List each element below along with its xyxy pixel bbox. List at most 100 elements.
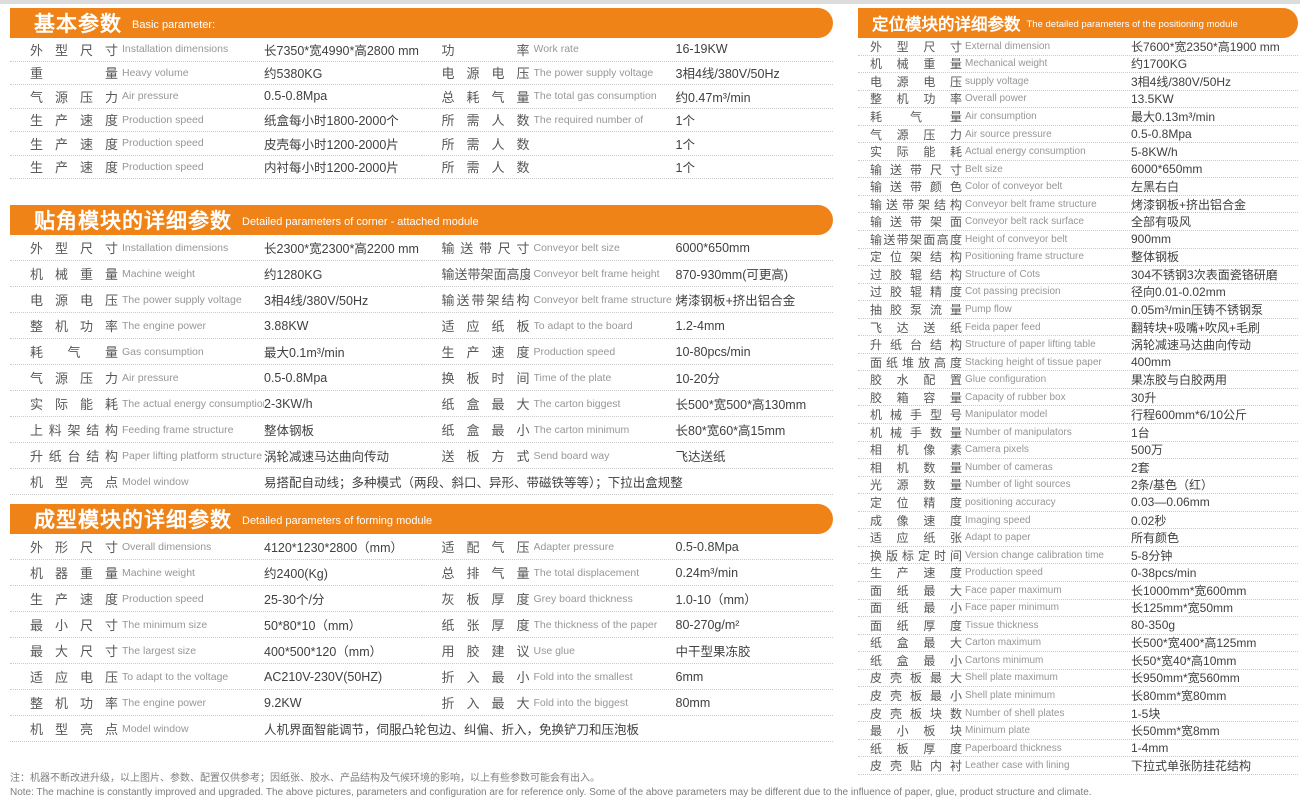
- table-row: 换板时间 Time of the plate 10-20分: [421, 365, 833, 391]
- param-label-en: The power supply voltage: [533, 66, 654, 79]
- param-value: 1.0-10（mm）: [675, 593, 757, 607]
- table-row: 生产速度 Production speed 内衬每小时1200-2000片: [10, 156, 422, 179]
- table-row: 光源数量 Number of light sources 2条/基色（红）: [858, 477, 1298, 495]
- param-label-cn: 输送带架面: [870, 215, 962, 230]
- param-label-cn: 胶箱容量: [870, 390, 962, 405]
- table-row: 灰板厚度 Grey board thickness 1.0-10（mm）: [421, 586, 833, 612]
- param-value: 400*500*120（mm）: [264, 645, 383, 659]
- param-label-cn: 电源电压: [441, 66, 530, 82]
- param-label-en: Conveyor belt rack surface: [965, 216, 1084, 228]
- param-value: 径向0.01-0.02mm: [1131, 285, 1226, 300]
- param-value: 30升: [1131, 390, 1157, 405]
- param-label-cn: 机械手型号: [870, 408, 962, 423]
- param-label-cn: 过胶辊精度: [870, 285, 962, 300]
- param-label-en: Adapt to paper: [965, 532, 1031, 544]
- param-label-en: Send board way: [533, 449, 610, 462]
- param-label-cn: 定位精度: [870, 496, 962, 510]
- section-forming-module: 成型模块的详细参数 Detailed parameters of forming…: [10, 504, 833, 742]
- param-label-en: Shell plate minimum: [965, 690, 1056, 701]
- param-label-cn: 重量: [30, 66, 118, 82]
- table-row: 电源电压 supply voltage 3相4线/380V/50Hz: [858, 73, 1298, 91]
- param-label-cn: 定位架结构: [870, 250, 962, 265]
- param-label-cn: 所需人数: [441, 160, 530, 176]
- param-label-en: Fold into the smallest: [533, 670, 633, 683]
- param-value: 4120*1230*2800（mm）: [264, 541, 403, 555]
- table-row: 面纸厚度 Tissue thickness 80-350g: [858, 617, 1298, 635]
- table-row: 气源压力 Air pressure 0.5-0.8Mpa: [10, 365, 422, 391]
- param-value: 0.02秒: [1131, 513, 1167, 528]
- table-row: 最小板块 Minimum plate 长50mm*宽8mm: [858, 722, 1298, 740]
- table-row: 实际能耗 The actual energy consumption 2-3KW/h: [10, 391, 422, 417]
- param-value: 5-8分钟: [1131, 548, 1173, 563]
- section-title-cn: 定位模块的详细参数: [872, 16, 1021, 34]
- param-label-en: The carton biggest: [533, 397, 621, 410]
- param-value: 长950mm*宽560mm: [1131, 671, 1240, 686]
- param-value: 最大0.1m³/min: [264, 346, 345, 360]
- table-row: 上料架结构 Feeding frame structure 整体钢板: [10, 417, 422, 443]
- param-label-en: Model window: [122, 475, 189, 488]
- table-row: 送板方式 Send board way 飞达送纸: [421, 443, 833, 469]
- param-label-en: Installation dimensions: [122, 43, 229, 56]
- left-column: 基本参数 Basic parameter: 外型尺寸 Installation d…: [10, 8, 833, 742]
- param-label-en: To adapt to the voltage: [122, 670, 229, 683]
- table-row: 最小尺寸 The minimum size 50*80*10（mm）: [10, 612, 422, 638]
- section-header-basic: 基本参数 Basic parameter:: [10, 8, 833, 38]
- table-row: 适配气压 Adapter pressure 0.5-0.8Mpa: [421, 534, 833, 560]
- corner-right-column: 输送带尺寸 Conveyor belt size 6000*650mm 输送带架面高度…: [421, 235, 833, 469]
- table-row: 输送带架面高度 Conveyor belt frame height 870-930…: [421, 261, 833, 287]
- footer-note-en: Note: The machine is constantly improved…: [10, 787, 1092, 798]
- param-label-en: The engine power: [122, 696, 207, 709]
- table-row: 纸板厚度 Paperboard thickness 1-4mm: [858, 740, 1298, 758]
- param-label-en: Cartons minimum: [965, 654, 1044, 666]
- section-title-en: Basic parameter:: [132, 19, 216, 31]
- param-label-cn: 面纸厚度: [870, 618, 962, 633]
- param-label-en: Leather case with lining: [965, 760, 1070, 772]
- param-label-cn: 整机功率: [30, 696, 118, 711]
- section-corner-module: 贴角模块的详细参数 Detailed parameters of corner …: [10, 205, 833, 495]
- table-row: 耗气量 Air consumption 最大0.13m³/min: [858, 108, 1298, 126]
- param-value: 所有颜色: [1131, 531, 1180, 546]
- param-label-cn: 皮壳贴内衬: [870, 759, 962, 774]
- param-value: 长80*宽60*高15mm: [675, 424, 786, 438]
- table-row: 用胶建议 Use glue 中干型果冻胶: [421, 638, 833, 664]
- param-label-en: The total gas consumption: [533, 90, 657, 103]
- param-label-en: Manipulator model: [965, 409, 1048, 421]
- param-value: 6mm: [675, 669, 704, 684]
- param-label-cn: 机械重量: [870, 57, 962, 72]
- param-label-en: External dimension: [965, 40, 1051, 52]
- param-label-en: Work rate: [533, 43, 579, 56]
- table-row: 耗气量 Gas consumption 最大0.1m³/min: [10, 339, 422, 365]
- param-label-en: Production speed: [965, 567, 1043, 579]
- param-label-cn: 输送带架面高度: [870, 232, 962, 247]
- param-value: 0.5-0.8Mpa: [1131, 127, 1192, 141]
- param-value: 皮壳每小时1200-2000片: [264, 137, 399, 152]
- section-title-cn: 贴角模块的详细参数: [34, 210, 232, 233]
- param-label-en: Air pressure: [122, 90, 179, 103]
- param-label-cn: 电源电压: [870, 74, 962, 89]
- table-row: 纸盒最大 Carton maximum 长500*宽400*高125mm: [858, 635, 1298, 653]
- forming-right-column: 适配气压 Adapter pressure 0.5-0.8Mpa 总排气量 The to…: [421, 534, 833, 716]
- param-label-en: Feeding frame structure: [122, 423, 234, 436]
- param-label-en: Conveyor belt size: [533, 241, 620, 254]
- section-header-positioning: 定位模块的详细参数 The detailed parameters of the…: [858, 8, 1298, 38]
- param-label-en: Installation dimensions: [122, 241, 229, 254]
- param-label-en: Face paper maximum: [965, 584, 1062, 596]
- param-label-en: Air pressure: [122, 371, 179, 384]
- param-value: 易搭配自动线；多种模式（两段、斜口、异形、带磁铁等等）；下拉出盒规整: [264, 476, 683, 490]
- param-value: 烤漆钢板+挤出铝合金: [1131, 197, 1247, 212]
- param-label-en: Minimum plate: [965, 725, 1031, 737]
- param-label-cn: 气源压力: [870, 127, 962, 142]
- table-row: 过胶辊精度 Cot passing precision 径向0.01-0.02mm: [858, 284, 1298, 302]
- param-label-en: Conveyor belt frame structure: [965, 198, 1097, 210]
- param-label-cn: 气源压力: [30, 89, 118, 105]
- param-label-en: supply voltage: [965, 75, 1029, 87]
- table-row: 电源电压 The power supply voltage 3相4线/380V/50…: [421, 62, 833, 85]
- param-label-cn: 最小尺寸: [30, 618, 118, 633]
- param-value: 左黑右白: [1131, 180, 1180, 195]
- section-positioning-module: 定位模块的详细参数 The detailed parameters of the…: [858, 8, 1298, 775]
- forming-table-body: 外形尺寸 Overall dimensions 4120*1230*2800（mm）…: [10, 534, 833, 716]
- param-label-en: Height of conveyor belt: [965, 233, 1068, 245]
- param-label-cn: 纸板厚度: [870, 741, 962, 756]
- param-value: 13.5KW: [1131, 91, 1174, 106]
- param-label-cn: 送板方式: [441, 449, 530, 464]
